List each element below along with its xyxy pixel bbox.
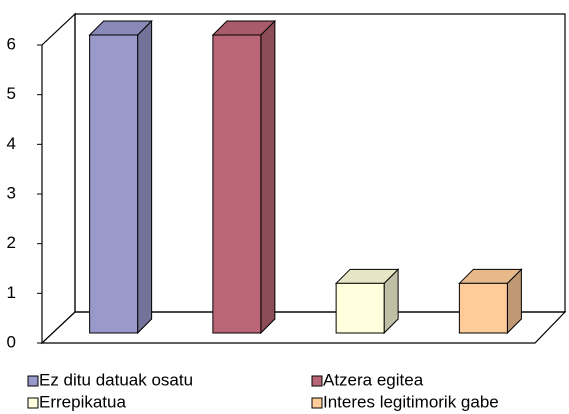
bar-side [137, 19, 153, 335]
legend-label: Ez ditu datuak osatu [39, 370, 193, 389]
y-tick-label: 4 [7, 134, 16, 153]
y-tick-label: 6 [7, 34, 16, 53]
bar-side [260, 19, 276, 335]
legend-swatch [311, 397, 323, 409]
legend-swatch [27, 375, 39, 387]
side-wall [41, 12, 76, 345]
legend-label: Interes legitimorik gabe [323, 392, 499, 411]
floor [40, 311, 567, 344]
y-tick-label: 0 [7, 332, 16, 351]
bar [458, 282, 508, 334]
legend-swatch [311, 375, 323, 387]
y-tick-label: 1 [7, 283, 16, 302]
bar [335, 282, 385, 334]
y-tick-label: 5 [7, 84, 16, 103]
bar [89, 34, 139, 334]
bar [212, 34, 262, 334]
legend-label: Atzera egitea [323, 370, 424, 389]
y-tick-label: 3 [7, 183, 16, 202]
legend-label: Errepikatua [39, 392, 126, 411]
legend-swatch [27, 397, 39, 409]
y-tick-label: 2 [7, 233, 16, 252]
